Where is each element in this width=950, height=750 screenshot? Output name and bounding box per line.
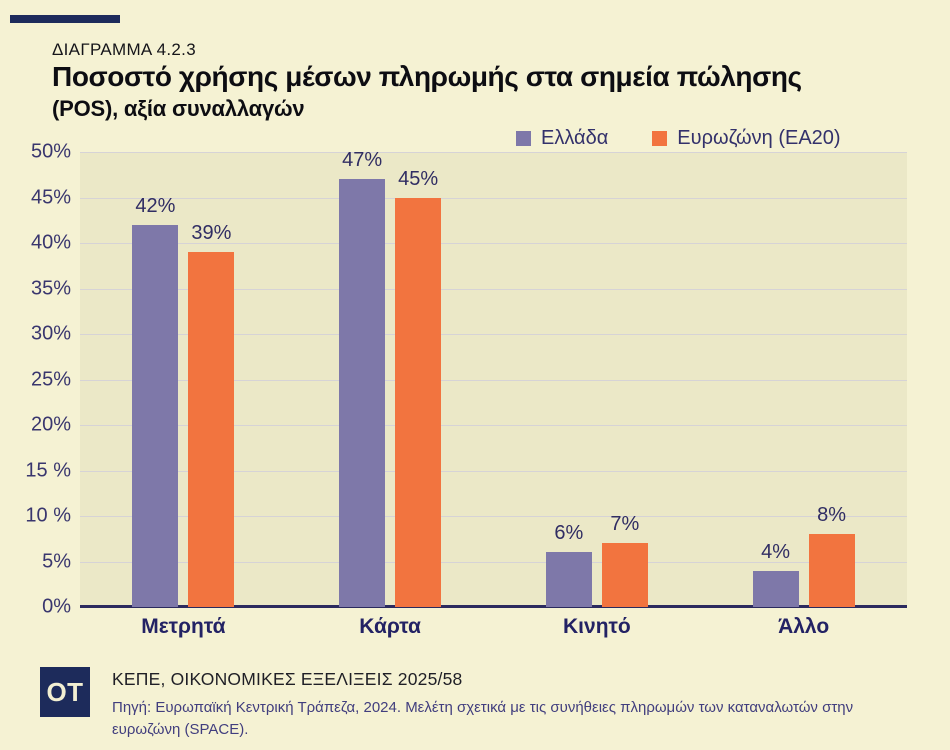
legend-swatch-eurozone-icon <box>652 131 668 146</box>
bar-Ευρωζώνη (ΕΑ20)-Άλλο <box>808 534 855 607</box>
x-category-label: Μετρητά <box>141 615 226 638</box>
legend-label-greece: Ελλάδα <box>541 127 609 149</box>
bar-Ευρωζώνη (ΕΑ20)-Μετρητά <box>188 252 235 607</box>
bar-value-label: 45% <box>398 167 439 190</box>
gridline <box>80 425 907 426</box>
bar-value-label: 4% <box>761 540 791 563</box>
x-category-label: Κινητό <box>563 615 631 638</box>
gridline <box>80 288 907 290</box>
y-tick-label: 15 % <box>25 459 71 481</box>
gridline <box>80 379 907 381</box>
x-axis-line <box>80 605 907 608</box>
bar-value-label: 42% <box>135 194 176 217</box>
x-category-label: Κάρτα <box>359 615 421 638</box>
legend-label-eurozone: Ευρωζώνη (ΕΑ20) <box>677 127 841 149</box>
chart-title-line2: (POS), αξία συναλλαγών <box>52 96 305 121</box>
footer-text: ΚΕΠΕ, ΟΙΚΟΝΟΜΙΚΕΣ ΕΞΕΛΙΞΕΙΣ 2025/58 Πηγή… <box>112 667 912 741</box>
bar-value-label: 47% <box>342 149 383 172</box>
plot-area: 0% 5% 10 % 15 % 20% 25% 30% 35% 40% 45% 50% 42% 39% Μ… <box>25 141 907 638</box>
bar-Ελλάδα-Μετρητά <box>132 224 179 607</box>
x-category-label: Άλλο <box>778 615 830 638</box>
gridline <box>80 561 907 563</box>
bar-Ελλάδα-Κινητό <box>545 552 592 607</box>
y-tick-label: 40% <box>30 231 71 254</box>
gridline <box>80 334 907 335</box>
chart-legend: Ελλάδα Ευρωζώνη (ΕΑ20) <box>516 127 841 150</box>
publication-line: ΚΕΠΕ, ΟΙΚΟΝΟΜΙΚΕΣ ΕΞΕΛΙΞΕΙΣ 2025/58 <box>112 669 463 689</box>
y-tick-label: 45% <box>30 186 71 208</box>
legend-item-greece: Ελλάδα <box>516 127 608 150</box>
bar-value-label: 7% <box>610 513 640 536</box>
y-tick-label: 0% <box>42 595 71 618</box>
chart-title-line1: Ποσοστό χρήσης μέσων πληρωμής στα σημεία… <box>52 61 802 92</box>
y-tick-label: 10 % <box>25 504 71 527</box>
y-tick-label: 50% <box>30 140 71 163</box>
y-tick-label: 25% <box>30 368 71 390</box>
bar-value-label: 39% <box>191 222 232 245</box>
y-tick-label: 5% <box>42 550 71 572</box>
y-tick-label: 30% <box>30 322 71 345</box>
bar-value-label: 6% <box>554 522 584 545</box>
gridline <box>80 243 907 244</box>
gridline <box>80 470 907 472</box>
y-tick-label: 20% <box>30 413 71 436</box>
gridline <box>80 516 907 517</box>
bar-Ευρωζώνη (ΕΑ20)-Κινητό <box>601 543 648 607</box>
top-accent-bar <box>10 15 120 23</box>
footer: OT ΚΕΠΕ, ΟΙΚΟΝΟΜΙΚΕΣ ΕΞΕΛΙΞΕΙΣ 2025/58 Π… <box>40 667 912 741</box>
bar-value-label: 8% <box>817 504 847 527</box>
bar-Ελλάδα-Άλλο <box>752 570 799 607</box>
source-note: Πηγή: Ευρωπαϊκή Κεντρική Τράπεζα, 2024. … <box>112 699 854 738</box>
bar-Ελλάδα-Κάρτα <box>339 179 386 607</box>
legend-swatch-greece-icon <box>516 131 531 146</box>
gridline <box>80 152 907 153</box>
bar-Ευρωζώνη (ΕΑ20)-Κάρτα <box>395 197 442 607</box>
figure-number: ΔΙΑΓΡΑΜΜΑ 4.2.3 <box>52 40 196 59</box>
ot-logo: OT <box>40 667 90 717</box>
gridline <box>80 197 907 199</box>
legend-item-eurozone: Ευρωζώνη (ΕΑ20) <box>652 127 841 150</box>
y-tick-label: 35% <box>30 277 71 299</box>
